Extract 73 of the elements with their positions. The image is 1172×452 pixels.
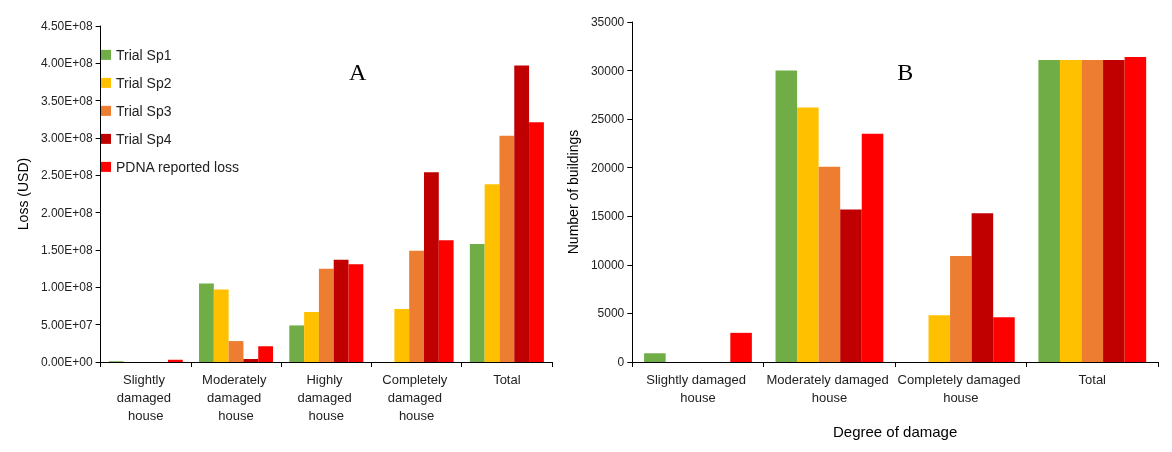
bar bbox=[167, 359, 183, 362]
bar bbox=[304, 311, 319, 362]
bar bbox=[730, 332, 752, 362]
legend-label: Trial Sp1 bbox=[116, 46, 172, 63]
y-tick-label: 25000 bbox=[590, 112, 625, 127]
x-tick-label: Moderately damaged house bbox=[766, 371, 893, 405]
bar bbox=[348, 264, 364, 362]
bar bbox=[775, 70, 798, 362]
bar bbox=[818, 166, 841, 362]
legend-label: Trial Sp2 bbox=[116, 74, 172, 91]
y-tick-label: 2.00E+08 bbox=[40, 205, 93, 220]
bar bbox=[1038, 59, 1060, 362]
bar bbox=[394, 308, 410, 362]
bar bbox=[228, 341, 244, 362]
y-tick-label: 3.00E+08 bbox=[40, 131, 93, 145]
y-tick-label: 30000 bbox=[590, 63, 625, 78]
bar bbox=[289, 325, 305, 362]
y-axis-title: Number of buildings bbox=[565, 129, 581, 255]
bar bbox=[258, 346, 274, 362]
x-tick-label: Slightly damaged house bbox=[646, 371, 750, 405]
bar bbox=[484, 184, 500, 362]
bar bbox=[993, 317, 1015, 362]
x-tick-label: Slightly damaged house bbox=[116, 371, 175, 423]
y-tick-label: 0.00E+00 bbox=[40, 355, 93, 369]
bar bbox=[950, 256, 972, 362]
x-tick-label: Total bbox=[1078, 371, 1107, 387]
y-tick-label: 4.00E+08 bbox=[40, 56, 93, 71]
y-tick-label: 4.50E+08 bbox=[40, 19, 93, 33]
bar bbox=[213, 289, 229, 362]
bar bbox=[644, 353, 666, 362]
bar bbox=[243, 359, 259, 362]
bar bbox=[499, 135, 515, 362]
y-tick-label: 3.50E+08 bbox=[40, 93, 93, 108]
y-tick-label: 35000 bbox=[590, 15, 625, 29]
y-tick-label: 1.50E+08 bbox=[40, 243, 93, 257]
legend-label: Trial Sp4 bbox=[116, 130, 172, 147]
y-axis-title: Loss (USD) bbox=[15, 157, 31, 231]
bar bbox=[318, 268, 334, 362]
y-tick-label: 10000 bbox=[590, 257, 625, 272]
bar bbox=[514, 65, 530, 362]
bar bbox=[409, 250, 424, 362]
y-tick-label: 20000 bbox=[590, 160, 625, 175]
bar bbox=[797, 107, 819, 362]
bar bbox=[971, 213, 994, 362]
bar bbox=[199, 283, 214, 362]
bar bbox=[438, 240, 454, 362]
bar bbox=[861, 133, 884, 362]
x-tick-label: Completely damaged house bbox=[382, 371, 451, 423]
bar bbox=[423, 172, 439, 362]
bar bbox=[469, 244, 485, 362]
y-tick-label: 0 bbox=[617, 355, 625, 369]
x-tick-label: Completely damaged house bbox=[897, 371, 1025, 405]
bar bbox=[1059, 59, 1082, 362]
bar bbox=[333, 259, 349, 362]
x-axis-title: Degree of damage bbox=[833, 423, 958, 440]
bar bbox=[1124, 56, 1147, 362]
bar bbox=[1103, 59, 1125, 362]
annotation: A bbox=[349, 59, 367, 86]
y-tick-label: 15000 bbox=[590, 209, 625, 224]
x-tick-label: Moderately damaged house bbox=[202, 371, 270, 423]
y-tick-label: 2.50E+08 bbox=[40, 168, 93, 183]
bar bbox=[840, 209, 862, 362]
legend-label: PDNA reported loss bbox=[116, 158, 239, 175]
y-tick-label: 5.00E+07 bbox=[40, 317, 93, 332]
y-tick-label: 5000 bbox=[597, 306, 625, 321]
bar bbox=[928, 315, 951, 362]
legend-label: Trial Sp3 bbox=[116, 102, 172, 119]
bar bbox=[529, 122, 544, 362]
y-tick-label: 1.00E+08 bbox=[40, 280, 93, 295]
bar bbox=[1081, 59, 1104, 362]
x-tick-label: Highly damaged house bbox=[297, 371, 356, 423]
x-tick-label: Total bbox=[493, 371, 521, 387]
annotation: B bbox=[897, 59, 914, 86]
